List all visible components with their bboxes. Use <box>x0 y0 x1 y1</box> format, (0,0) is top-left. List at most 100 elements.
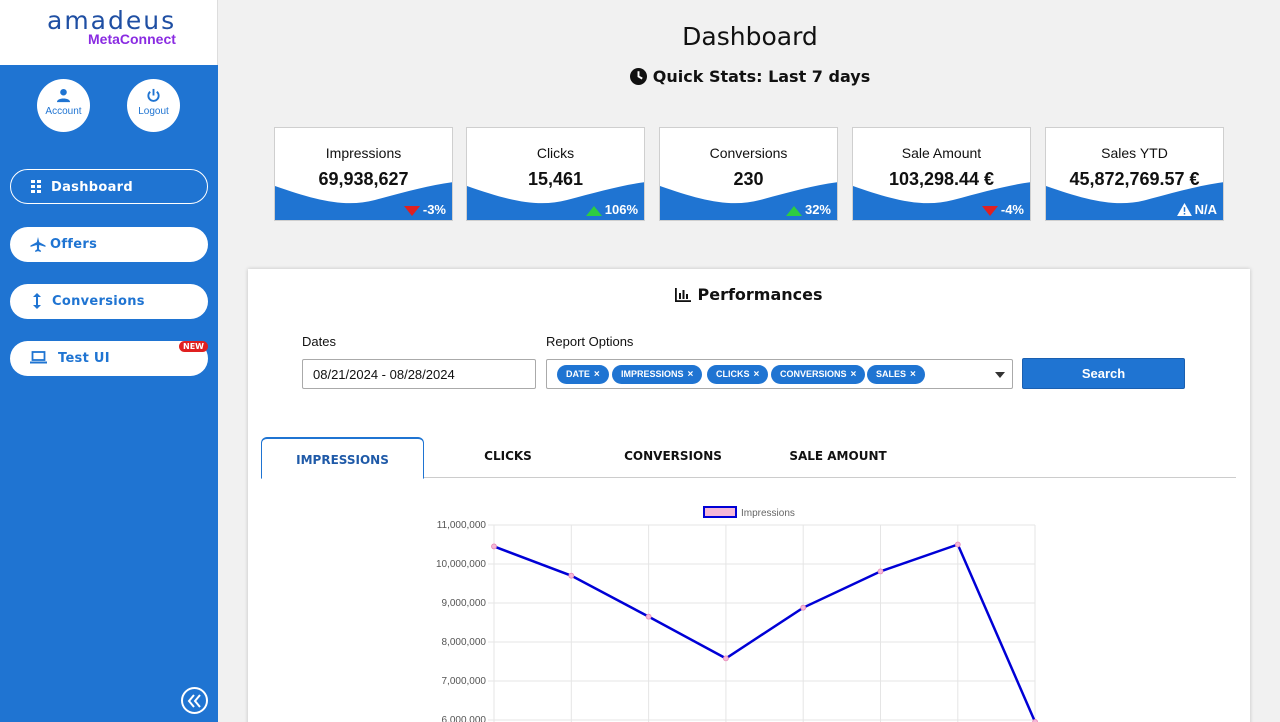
y-tick-label: 6,000,000 <box>442 715 487 722</box>
chip-label: SALES <box>876 369 907 379</box>
vertical-arrows-icon <box>33 293 41 309</box>
stat-card-clicks: Clicks 15,461 106% <box>466 127 645 221</box>
report-chip-sales[interactable]: SALES × <box>867 365 925 384</box>
sidebar-item-conversions[interactable]: Conversions <box>10 284 208 319</box>
stat-change-value: 32% <box>804 202 831 217</box>
sidebar: amadeus MetaConnect Account Logout Dashb… <box>0 0 218 722</box>
stat-value: 15,461 <box>527 169 584 189</box>
logo-subtitle: MetaConnect <box>88 31 176 47</box>
chip-remove-icon[interactable]: × <box>593 369 600 380</box>
stat-value: 45,872,769.57 € <box>1069 169 1200 189</box>
account-label: Account <box>45 106 82 117</box>
y-tick-label: 8,000,000 <box>442 637 487 648</box>
stat-value: 103,298.44 € <box>888 169 995 189</box>
sidebar-item-label: Test UI <box>58 351 110 366</box>
stat-card-conversions: Conversions 230 32% <box>659 127 838 221</box>
stat-change: N/A <box>1176 202 1217 217</box>
quick-stats-heading: Quick Stats: Last 7 days <box>560 67 940 86</box>
stat-label: Conversions <box>709 145 788 161</box>
stat-card-impressions: Impressions 69,938,627 -3% <box>274 127 453 221</box>
data-point <box>800 604 807 611</box>
sidebar-item-dashboard[interactable]: Dashboard <box>10 169 208 204</box>
chip-label: IMPRESSIONS <box>621 369 684 379</box>
new-badge: NEW <box>179 341 208 352</box>
report-chip-impressions[interactable]: IMPRESSIONS × <box>612 365 703 384</box>
chevron-down-icon[interactable] <box>995 372 1005 378</box>
series-line-impressions <box>493 542 1037 722</box>
sidebar-item-offers[interactable]: Offers <box>10 227 208 262</box>
stat-value: 230 <box>733 169 764 189</box>
logo[interactable]: amadeus MetaConnect <box>0 0 218 65</box>
data-point <box>568 572 575 579</box>
sidebar-item-test-ui[interactable]: Test UI NEW <box>10 341 208 376</box>
performance-title: Performances <box>248 285 1250 304</box>
stat-change: 106% <box>585 202 638 217</box>
sidebar-item-label: Conversions <box>52 294 145 309</box>
chip-remove-icon[interactable]: × <box>910 369 916 380</box>
stat-label: Clicks <box>536 145 575 161</box>
y-tick-label: 10,000,000 <box>436 559 486 570</box>
chip-remove-icon[interactable]: × <box>850 369 857 380</box>
double-chevron-left-icon <box>187 694 201 708</box>
bar-chart-icon <box>675 288 692 302</box>
wave-decoration <box>1046 182 1223 220</box>
sidebar-item-label: Offers <box>50 237 98 252</box>
chip-remove-icon[interactable]: × <box>687 369 694 380</box>
stat-label: Sales YTD <box>1101 145 1168 161</box>
trend-up-icon <box>585 206 602 216</box>
stat-change: 32% <box>785 202 831 217</box>
search-button[interactable]: Search <box>1022 358 1185 389</box>
chip-label: CLICKS <box>716 369 750 379</box>
chip-label: CONVERSIONS <box>780 369 847 379</box>
page-title: Dashboard <box>682 22 818 51</box>
sidebar-item-label: Dashboard <box>51 180 133 195</box>
performance-title-label: Performances <box>697 285 823 304</box>
stat-value: 69,938,627 <box>318 169 409 189</box>
warning-icon <box>1176 203 1192 216</box>
plane-icon <box>30 237 46 252</box>
data-point <box>645 613 652 620</box>
laptop-icon <box>30 351 47 364</box>
data-point <box>954 541 961 548</box>
performance-panel: Performances Dates Report Options DATE× … <box>248 269 1250 722</box>
stat-change-value: 106% <box>604 202 638 217</box>
tab-clicks[interactable]: CLICKS <box>484 449 532 463</box>
trend-up-icon <box>785 206 802 216</box>
tab-sale-amount[interactable]: SALE AMOUNT <box>789 449 887 463</box>
stat-change-value: -4% <box>1000 202 1024 217</box>
account-button[interactable]: Account <box>37 79 90 132</box>
stat-change: -4% <box>981 202 1024 217</box>
power-icon <box>147 88 160 102</box>
report-chip-clicks[interactable]: CLICKS × <box>707 365 769 384</box>
y-tick-label: 9,000,000 <box>442 598 487 609</box>
trend-down-icon <box>981 206 998 216</box>
trend-down-icon <box>403 206 420 216</box>
report-chip-date[interactable]: DATE × <box>557 365 609 384</box>
stat-card-sales-ytd: Sales YTD 45,872,769.57 € N/A <box>1045 127 1224 221</box>
stat-change-value: N/A <box>1194 202 1217 217</box>
report-options-select[interactable]: DATE × IMPRESSIONS × CLICKS × CONVERSIONS × … <box>546 359 1013 389</box>
report-options-label: Report Options <box>546 334 634 349</box>
quick-stats-label: Quick Stats: Last 7 days <box>652 67 871 86</box>
data-point <box>877 568 884 575</box>
stat-label: Sale Amount <box>901 145 982 161</box>
collapse-sidebar-button[interactable] <box>181 687 208 714</box>
report-chip-conversions[interactable]: CONVERSIONS × <box>771 365 866 384</box>
chip-remove-icon[interactable]: × <box>753 369 760 380</box>
clock-icon <box>629 68 647 85</box>
legend-label: Impressions <box>741 508 795 519</box>
tabs-divider <box>261 477 1236 478</box>
data-point <box>722 655 729 662</box>
logout-button[interactable]: Logout <box>127 79 180 132</box>
dates-label: Dates <box>302 334 336 349</box>
grid-icon <box>31 180 41 193</box>
date-range-input[interactable] <box>302 359 536 389</box>
y-tick-label: 11,000,000 <box>437 520 487 531</box>
y-tick-label: 7,000,000 <box>442 676 487 687</box>
chip-label: DATE <box>566 369 590 379</box>
tab-conversions[interactable]: CONVERSIONS <box>624 449 722 463</box>
data-point <box>491 543 497 550</box>
user-icon <box>56 88 71 103</box>
stat-change: -3% <box>403 202 446 217</box>
tab-impressions[interactable]: IMPRESSIONS <box>261 437 424 479</box>
